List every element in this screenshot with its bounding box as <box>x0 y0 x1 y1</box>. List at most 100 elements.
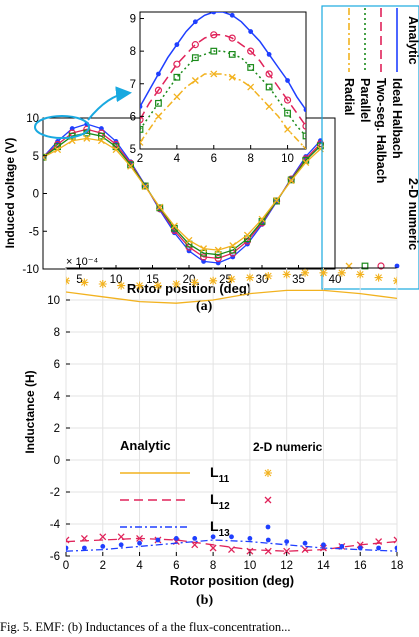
b-xtick-label-1: 2 <box>100 560 106 572</box>
b-numeric-marker-0-5 <box>153 281 162 290</box>
b-legend-marker-0-stroke <box>264 469 272 477</box>
b-legend-marker-1-stroke <box>264 496 272 504</box>
b-legend-marker-0 <box>264 469 272 477</box>
b-numeric-marker-0-16 <box>356 270 365 279</box>
b-xtick-label-2: 4 <box>136 560 143 572</box>
b-numeric-marker-0-1-stroke <box>80 278 89 287</box>
b-xtick-label-6: 12 <box>280 560 293 572</box>
inset-marker-1-2 <box>154 86 163 94</box>
b-numeric-marker-2-7 <box>192 536 198 541</box>
inset-marker-3-8 <box>210 70 218 78</box>
inset-marker-1-4 <box>173 60 181 68</box>
inset-marker-1-8 <box>210 31 218 39</box>
inset-marker-3-18-stroke <box>302 145 306 149</box>
b-numeric-marker-2-8 <box>210 534 216 540</box>
zoom-arrow <box>87 86 132 121</box>
inset-marker-2-2 <box>155 99 162 107</box>
b-xtick-label-4: 8 <box>210 560 216 572</box>
b-numeric-marker-0-1 <box>80 278 89 287</box>
a-series-marker-2-8 <box>156 204 164 212</box>
b-xtick-label-9: 18 <box>391 560 404 572</box>
inset-marker-1-12 <box>247 47 255 55</box>
b-numeric-marker-0-8-stroke <box>209 276 218 285</box>
a-ytick-label-3: 5 <box>33 151 39 163</box>
inset-xtick-label-3: 8 <box>247 153 253 165</box>
inset-marker-3-14 <box>265 103 273 111</box>
inset-ytick-label-3: 8 <box>130 46 136 58</box>
b-numeric-marker-1-18-stroke <box>393 536 397 544</box>
inset-ytick-label-1: 6 <box>130 111 136 123</box>
a-series-line-3 <box>43 137 321 251</box>
b-numeric-marker-0-12 <box>282 270 291 279</box>
inset-marker-2-10 <box>228 51 236 58</box>
inset-marker-1-10 <box>228 34 236 42</box>
b-numeric-marker-2-5 <box>155 537 161 543</box>
b-numeric-marker-2-3 <box>118 542 124 548</box>
b-numeric-marker-1-11 <box>264 547 272 555</box>
b-numeric-marker-0-14-stroke <box>319 268 328 277</box>
b-ytick-label-0: -6 <box>50 551 60 563</box>
b-numeric-marker-0-7 <box>190 278 199 287</box>
inset-marker-3-4-stroke <box>173 93 181 101</box>
inset-marker-0-14 <box>266 52 272 57</box>
b-numeric-marker-2-11 <box>265 537 271 543</box>
a-series-marker-3-7-stroke <box>141 183 149 191</box>
a-xtick-label-5: 30 <box>256 274 269 286</box>
b-numeric-marker-0-15-stroke <box>337 268 346 277</box>
b-numeric-marker-0-18-stroke <box>393 276 397 285</box>
b-ytick-label-3: 0 <box>54 455 60 467</box>
figure-caption-text: Fig. 5. EMF: (b) Inductances of a the fl… <box>0 620 291 634</box>
b-numeric-marker-1-17-stroke <box>375 538 383 546</box>
b-numeric-marker-1-8 <box>209 544 217 552</box>
inset-marker-0-0 <box>140 104 143 109</box>
inset-marker-0-18 <box>303 107 306 113</box>
b-numeric-marker-0-3-stroke <box>117 281 126 290</box>
a-series-marker-3-8 <box>156 203 164 211</box>
b-ytick-label-6: 6 <box>54 359 60 371</box>
b-numeric-marker-1-0 <box>66 536 70 544</box>
b-numeric-marker-1-4-stroke <box>136 534 144 542</box>
a-series-marker-3-3 <box>83 134 91 142</box>
b-numeric-marker-2-13 <box>302 540 308 546</box>
a-series-marker-1-11 <box>200 253 208 261</box>
inset-marker-0-6 <box>192 19 198 25</box>
a-xtick-label-7: 40 <box>329 274 342 286</box>
a-series-marker-3-14 <box>243 231 251 239</box>
legend-rotated-group: Analytic 2-D numeric Ideal HalbachTwo-seg.… <box>342 8 419 270</box>
a-series-marker-3-9-stroke <box>170 222 178 230</box>
b-xtick-label-0: 0 <box>63 560 69 572</box>
a-series-marker-2-11 <box>200 249 208 257</box>
legend-frame <box>321 5 419 290</box>
b-analytic-line-0 <box>66 289 397 304</box>
b-numeric-marker-2-14 <box>321 542 326 548</box>
a-series-marker-3-18-stroke <box>302 159 310 167</box>
a-series-marker-3-10-stroke <box>185 236 193 244</box>
b-numeric-marker-1-0-stroke <box>66 536 70 544</box>
inset-marker-2-4 <box>173 73 181 81</box>
inset-marker-3-12-stroke <box>247 83 255 91</box>
legend-label-0: Ideal Halbach <box>390 78 404 159</box>
b-numeric-marker-0-2 <box>98 280 107 288</box>
a-series-marker-3-15 <box>258 215 266 223</box>
a-series-marker-3-10 <box>185 236 193 244</box>
legend-numeric-header: 2-D numeric <box>406 178 419 250</box>
b-numeric-marker-0-15 <box>337 268 346 277</box>
legend-marker-0 <box>394 263 400 269</box>
b-numeric-marker-2-12 <box>284 539 290 544</box>
a-series-marker-3-4 <box>97 137 105 145</box>
b-numeric-marker-1-9-stroke <box>228 546 235 554</box>
inset-marker-3-8-stroke <box>210 70 218 78</box>
panel-b-exponent-label: × 10⁻⁴ <box>66 256 99 268</box>
b-legend-subscript-1: 12 <box>219 501 231 512</box>
a-series-marker-3-17 <box>287 177 295 185</box>
b-numeric-marker-0-6 <box>172 280 181 288</box>
b-numeric-marker-0-12-stroke <box>282 270 291 279</box>
b-xtick-label-5: 10 <box>243 560 256 572</box>
b-analytic-line-2 <box>66 539 397 552</box>
b-numeric-marker-0-6-stroke <box>172 280 181 288</box>
inset-series-line-2 <box>140 50 306 137</box>
b-numeric-marker-1-13-stroke <box>301 546 309 554</box>
a-series-marker-2-16 <box>273 197 280 205</box>
b-numeric-marker-1-12 <box>283 547 291 555</box>
inset-marker-2-8 <box>210 47 218 55</box>
